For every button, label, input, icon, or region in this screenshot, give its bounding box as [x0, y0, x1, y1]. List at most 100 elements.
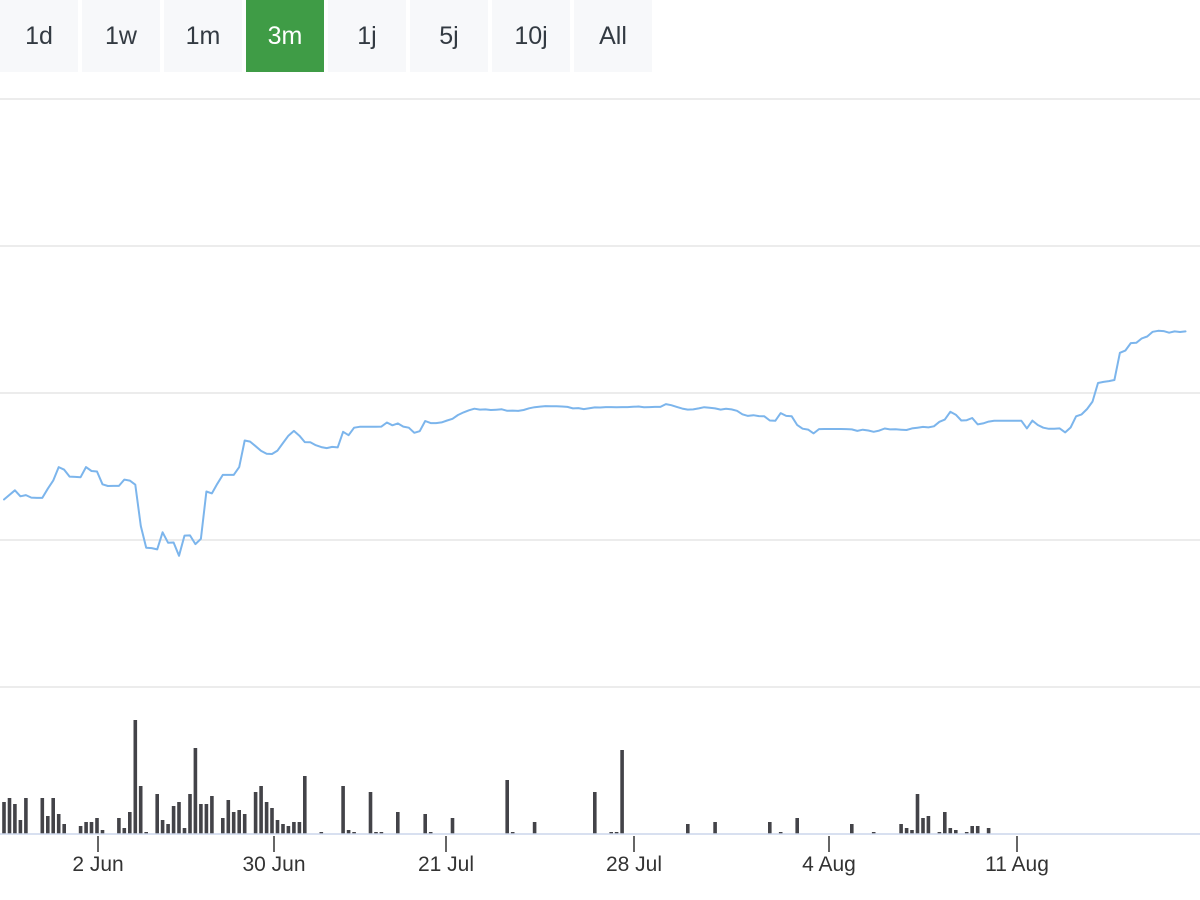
- volume-bar: [964, 832, 969, 834]
- volume-bar: [593, 792, 597, 834]
- volume-bar: [199, 804, 203, 834]
- volume-bar: [341, 786, 345, 834]
- volume-bar: [122, 828, 127, 834]
- range-selector: 1d 1w 1m 3m 1j 5j 10j All: [0, 0, 652, 72]
- range-button-1m[interactable]: 1m: [164, 0, 242, 72]
- volume-bar: [850, 824, 854, 834]
- x-tick-label: 21 Jul: [418, 853, 474, 876]
- volume-bar: [346, 830, 351, 834]
- volume-bar: [166, 824, 170, 834]
- volume-bar: [133, 720, 138, 834]
- x-axis: 2 Jun 30 Jun 21 Jul 28 Jul 4 Aug 11 Aug: [72, 836, 1049, 876]
- x-tick-label: 28 Jul: [606, 853, 662, 876]
- volume-bar: [532, 822, 537, 834]
- volume-bar: [609, 832, 613, 834]
- range-button-3m[interactable]: 3m: [246, 0, 324, 72]
- volume-bar: [155, 794, 159, 834]
- volume-bar: [78, 826, 83, 834]
- volume-bar: [264, 802, 269, 834]
- volume-bar: [281, 824, 285, 834]
- volume-bar: [423, 814, 427, 834]
- volume-bar: [510, 832, 515, 834]
- volume-bar: [396, 812, 400, 834]
- range-button-1j[interactable]: 1j: [328, 0, 406, 72]
- range-button-all[interactable]: All: [574, 0, 652, 72]
- volume-bar: [177, 802, 181, 834]
- volume-bar: [193, 748, 198, 834]
- x-tick-label: 2 Jun: [72, 853, 123, 876]
- volume-bar: [937, 832, 942, 834]
- volume-bar: [379, 832, 384, 834]
- volume-bar: [614, 832, 619, 834]
- volume-bar: [204, 804, 209, 834]
- volume-bar: [899, 824, 903, 834]
- volume-bar: [986, 828, 991, 834]
- range-button-5j[interactable]: 5j: [410, 0, 488, 72]
- volume-bar: [904, 828, 909, 834]
- volume-bar: [117, 818, 121, 834]
- volume-bar: [13, 804, 17, 834]
- volume-bar: [2, 802, 6, 834]
- volume-bar: [292, 822, 296, 834]
- volume-bar: [319, 832, 324, 834]
- volume-bar: [871, 832, 876, 834]
- volume-bars: [2, 720, 991, 834]
- range-button-1d[interactable]: 1d: [0, 0, 78, 72]
- volume-bar: [975, 826, 980, 834]
- volume-bar: [921, 818, 925, 834]
- volume-bar: [138, 786, 143, 834]
- volume-bar: [210, 796, 214, 834]
- volume-bar: [46, 816, 50, 834]
- volume-bar: [226, 800, 231, 834]
- volume-bar: [89, 822, 94, 834]
- volume-bar: [128, 812, 132, 834]
- volume-bar: [259, 786, 263, 834]
- volume-bar: [95, 818, 99, 834]
- volume-bar: [62, 824, 66, 834]
- volume-bar: [221, 818, 225, 834]
- volume-bar: [40, 798, 45, 834]
- x-tick-label: 11 Aug: [985, 853, 1049, 876]
- price-line-series: [3, 329, 1187, 557]
- volume-bar: [778, 832, 783, 834]
- x-tick-label: 4 Aug: [802, 853, 856, 876]
- volume-bar: [954, 830, 958, 834]
- volume-bar: [368, 792, 373, 834]
- volume-bar: [160, 820, 165, 834]
- volume-bar: [428, 832, 433, 834]
- volume-bar: [297, 822, 302, 834]
- volume-bar: [910, 830, 914, 834]
- volume-bar: [713, 822, 717, 834]
- volume-bar: [188, 794, 192, 834]
- range-button-10j[interactable]: 10j: [492, 0, 570, 72]
- volume-bar: [275, 820, 280, 834]
- volume-bar: [18, 820, 23, 834]
- volume-bar: [915, 794, 920, 834]
- volume-bar: [144, 832, 148, 834]
- volume-bar: [620, 750, 624, 834]
- volume-bar: [926, 816, 931, 834]
- volume-bar: [686, 824, 690, 834]
- volume-bar: [505, 780, 509, 834]
- volume-bar: [943, 812, 947, 834]
- volume-bar: [286, 826, 291, 834]
- volume-bar: [948, 828, 953, 834]
- volume-bar: [970, 826, 974, 834]
- volume-bar: [303, 776, 307, 834]
- volume-bar: [237, 810, 241, 834]
- volume-bar: [51, 798, 55, 834]
- volume-bar: [242, 814, 247, 834]
- volume-bar: [171, 806, 176, 834]
- volume-bar: [270, 808, 274, 834]
- volume-bar: [352, 832, 356, 834]
- x-tick-label: 30 Jun: [242, 853, 305, 876]
- volume-bar: [450, 818, 455, 834]
- volume-bar: [374, 832, 378, 834]
- volume-bar: [182, 828, 187, 834]
- volume-bar: [56, 814, 61, 834]
- volume-bar: [795, 818, 799, 834]
- volume-bar: [7, 798, 12, 834]
- chart-gridlines: [0, 98, 1200, 688]
- range-button-1w[interactable]: 1w: [82, 0, 160, 72]
